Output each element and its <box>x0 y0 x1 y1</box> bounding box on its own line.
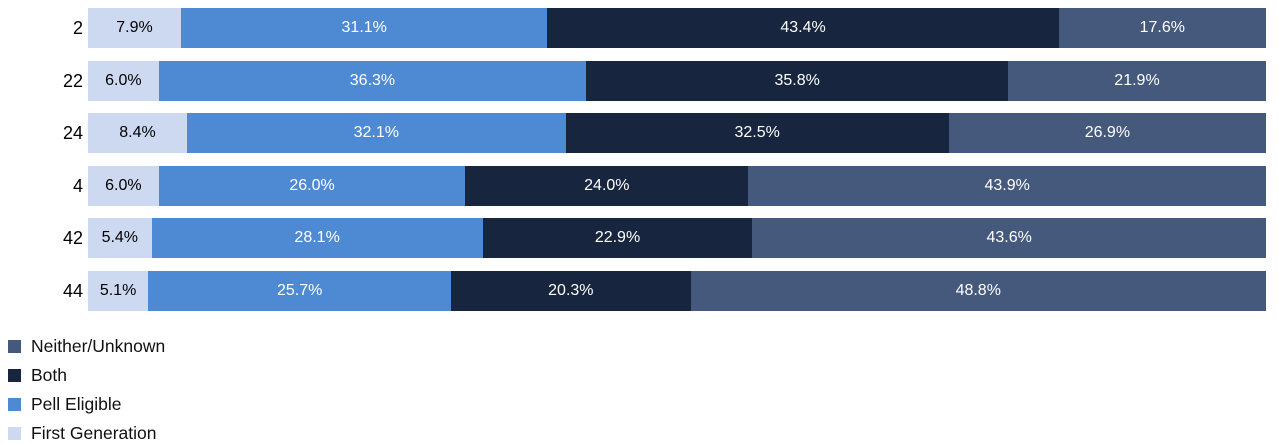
bar-segment-both[interactable]: 35.8% <box>586 60 1008 101</box>
bar-segment-neither-unknown[interactable]: 43.9% <box>748 165 1266 206</box>
bar-segment-both[interactable]: 24.0% <box>465 165 749 206</box>
chart-row: 4 6.0% 26.0% 24.0% 43.9% <box>0 165 1266 206</box>
bar-segment-neither-unknown[interactable]: 21.9% <box>1008 60 1266 101</box>
bar-segment-pell-eligible[interactable]: 26.0% <box>158 165 466 206</box>
chart-row: 44 5.1% 25.7% 20.3% 48.8% <box>0 270 1266 311</box>
chart-row: 22 6.0% 36.3% 35.8% 21.9% <box>0 60 1266 101</box>
category-label: 44 <box>62 280 83 301</box>
chart-row: 42 5.4% 28.1% 22.9% 43.6% <box>0 218 1266 258</box>
bar-segment-first-generation[interactable]: 8.4% <box>88 113 188 153</box>
legend-swatch-icon <box>8 368 21 382</box>
bar: 6.0% 36.3% 35.8% 21.9% <box>88 60 1266 101</box>
legend-label: Both <box>31 364 67 385</box>
chart-row: 2 7.9% 31.1% 43.4% 17.6% <box>0 8 1266 48</box>
chart-row: 24 8.4% 32.1% 32.5% 26.9% <box>0 113 1266 153</box>
legend-swatch-icon <box>8 339 21 353</box>
category-label: 42 <box>62 228 83 248</box>
bar-segment-pell-eligible[interactable]: 28.1% <box>151 218 483 258</box>
bar: 5.1% 25.7% 20.3% 48.8% <box>88 270 1266 311</box>
bar-segment-both[interactable]: 20.3% <box>451 270 691 311</box>
bar-segment-neither-unknown[interactable]: 43.6% <box>752 218 1266 258</box>
bar-segment-first-generation[interactable]: 5.4% <box>88 218 152 258</box>
bar: 7.9% 31.1% 43.4% 17.6% <box>88 8 1266 48</box>
bar: 8.4% 32.1% 32.5% 26.9% <box>88 113 1266 153</box>
category-label: 22 <box>62 70 83 91</box>
bar-segment-neither-unknown[interactable]: 48.8% <box>690 270 1266 311</box>
bar-segment-neither-unknown[interactable]: 26.9% <box>948 113 1266 153</box>
bar-segment-pell-eligible[interactable]: 32.1% <box>187 113 566 153</box>
bar-segment-both[interactable]: 32.5% <box>565 113 949 153</box>
bar-segment-both[interactable]: 22.9% <box>482 218 753 258</box>
category-label: 4 <box>72 175 83 196</box>
stacked-bar-chart: 2 7.9% 31.1% 43.4% 17.6% 22 6.0% 36.3% 35.8% 21.9… <box>0 8 1266 311</box>
bar: 5.4% 28.1% 22.9% 43.6% <box>88 218 1266 258</box>
bar-segment-pell-eligible[interactable]: 31.1% <box>181 8 548 48</box>
legend-item-neither-unknown[interactable]: Neither/Unknown <box>8 332 1278 361</box>
bar-segment-first-generation[interactable]: 5.1% <box>88 270 149 311</box>
legend-label: First Generation <box>31 422 157 443</box>
chart-legend: Neither/Unknown Both Pell Eligible First Ge… <box>8 332 1278 444</box>
legend-item-pell-eligible[interactable]: Pell Eligible <box>8 390 1278 419</box>
category-label: 24 <box>62 123 83 143</box>
legend-item-first-generation[interactable]: First Generation <box>8 419 1278 444</box>
legend-item-both[interactable]: Both <box>8 361 1278 390</box>
bar-segment-both[interactable]: 43.4% <box>547 8 1059 48</box>
category-label: 2 <box>72 18 83 38</box>
bar-segment-first-generation[interactable]: 6.0% <box>88 165 159 206</box>
bar-segment-pell-eligible[interactable]: 25.7% <box>148 270 452 311</box>
legend-label: Pell Eligible <box>31 393 122 414</box>
legend-swatch-icon <box>8 426 21 440</box>
bar-segment-first-generation[interactable]: 7.9% <box>88 8 182 48</box>
bar-segment-neither-unknown[interactable]: 17.6% <box>1058 8 1266 48</box>
legend-swatch-icon <box>8 397 21 411</box>
bar-segment-first-generation[interactable]: 6.0% <box>88 60 159 101</box>
bar-segment-pell-eligible[interactable]: 36.3% <box>158 60 587 101</box>
legend-label: Neither/Unknown <box>31 335 166 356</box>
bar: 6.0% 26.0% 24.0% 43.9% <box>88 165 1266 206</box>
